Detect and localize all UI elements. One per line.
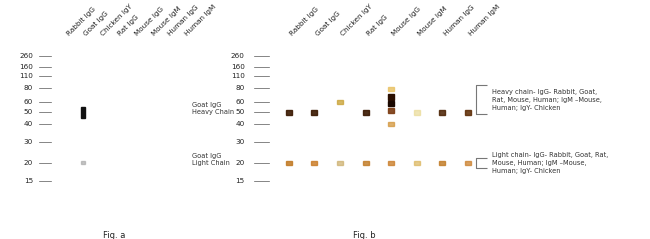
Text: Goat IgG: Goat IgG (315, 10, 341, 37)
Text: 40: 40 (24, 121, 33, 127)
Text: Fig. b: Fig. b (353, 231, 375, 239)
Text: Human IgM: Human IgM (184, 4, 218, 37)
Text: 60: 60 (235, 99, 244, 105)
Text: Mouse IgG: Mouse IgG (391, 6, 423, 37)
Text: Rabbit IgG: Rabbit IgG (289, 6, 320, 37)
Bar (81, 107, 85, 118)
Bar (363, 110, 369, 115)
Text: Fig. a: Fig. a (103, 231, 125, 239)
Text: 260: 260 (231, 53, 244, 59)
Text: Human IgG: Human IgG (167, 4, 200, 37)
Text: 80: 80 (235, 85, 244, 91)
Text: Mouse IgM: Mouse IgM (417, 5, 448, 37)
Text: Mouse IgM: Mouse IgM (150, 5, 182, 37)
Bar (286, 110, 292, 115)
Bar (388, 108, 395, 113)
Bar (337, 161, 343, 165)
Bar (311, 161, 317, 165)
Bar (439, 110, 445, 115)
Bar (413, 110, 420, 114)
Bar (439, 161, 445, 165)
Text: 160: 160 (231, 64, 244, 70)
Text: 30: 30 (235, 139, 244, 145)
Text: 15: 15 (24, 178, 33, 184)
Text: 40: 40 (235, 121, 244, 127)
Text: 50: 50 (235, 109, 244, 115)
Bar (388, 87, 395, 91)
Text: Heavy chain- IgG- Rabbit, Goat,
Rat, Mouse, Human; IgM –Mouse,
Human; IgY- Chick: Heavy chain- IgG- Rabbit, Goat, Rat, Mou… (492, 89, 602, 111)
Text: Goat IgG: Goat IgG (83, 10, 110, 37)
Text: Goat IgG
Light Chain: Goat IgG Light Chain (192, 153, 229, 166)
Text: 80: 80 (24, 85, 33, 91)
Text: 160: 160 (19, 64, 33, 70)
Text: Mouse IgG: Mouse IgG (133, 6, 164, 37)
Bar (337, 100, 343, 104)
Bar (363, 161, 369, 165)
Bar (311, 110, 317, 115)
Bar (465, 110, 471, 115)
Text: Chicken IgY: Chicken IgY (99, 3, 133, 37)
Text: Rat IgG: Rat IgG (365, 14, 389, 37)
Text: Light chain- IgG- Rabbit, Goat, Rat,
Mouse, Human; IgM –Mouse,
Human; IgY- Chick: Light chain- IgG- Rabbit, Goat, Rat, Mou… (492, 152, 608, 174)
Bar (388, 161, 394, 165)
Text: Chicken IgY: Chicken IgY (340, 3, 374, 37)
Bar (465, 161, 471, 165)
Text: 110: 110 (19, 73, 33, 80)
Text: 260: 260 (19, 53, 33, 59)
Text: Rat IgG: Rat IgG (116, 14, 140, 37)
Bar (81, 161, 85, 164)
Text: Goat IgG
Heavy Chain: Goat IgG Heavy Chain (192, 102, 234, 115)
Text: 20: 20 (235, 160, 244, 166)
Text: 20: 20 (24, 160, 33, 166)
Text: 15: 15 (235, 178, 244, 184)
Text: Rabbit IgG: Rabbit IgG (66, 6, 97, 37)
Bar (286, 161, 292, 165)
Bar (413, 161, 420, 165)
Text: 30: 30 (24, 139, 33, 145)
Bar (388, 94, 395, 100)
Text: 60: 60 (24, 99, 33, 105)
Text: 110: 110 (231, 73, 244, 80)
Text: Human IgM: Human IgM (468, 4, 501, 37)
Text: Human IgG: Human IgG (442, 4, 475, 37)
Text: 50: 50 (24, 109, 33, 115)
Bar (388, 122, 394, 126)
Bar (388, 101, 395, 106)
